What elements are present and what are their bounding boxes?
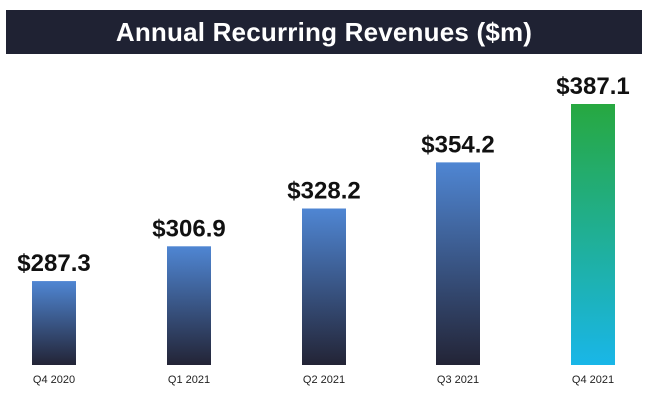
chart-title-bar: Annual Recurring Revenues ($m) (6, 10, 642, 54)
x-tick-label: Q3 2021 (437, 374, 479, 386)
x-tick-label: Q2 2021 (303, 374, 345, 386)
x-tick-label: Q4 2020 (33, 374, 75, 386)
chart-title: Annual Recurring Revenues ($m) (115, 16, 533, 47)
bar-q4-2021 (571, 104, 615, 365)
bars-layer: $287.3 Q4 2020 $306.9 Q1 2021 $328.2 Q2 2021 $… (17, 73, 629, 386)
x-tick-label: Q1 2021 (168, 374, 210, 386)
value-label: $287.3 (17, 250, 90, 277)
value-label: $328.2 (287, 178, 360, 205)
bar-q4-2020 (32, 281, 76, 365)
bar-q1-2021 (167, 246, 211, 365)
value-label: $354.2 (421, 131, 494, 158)
x-tick-label: Q4 2021 (572, 374, 614, 386)
bar-q2-2021 (302, 208, 346, 365)
value-label: $387.1 (556, 73, 629, 100)
bar-q3-2021 (436, 162, 480, 365)
value-label: $306.9 (152, 215, 225, 242)
